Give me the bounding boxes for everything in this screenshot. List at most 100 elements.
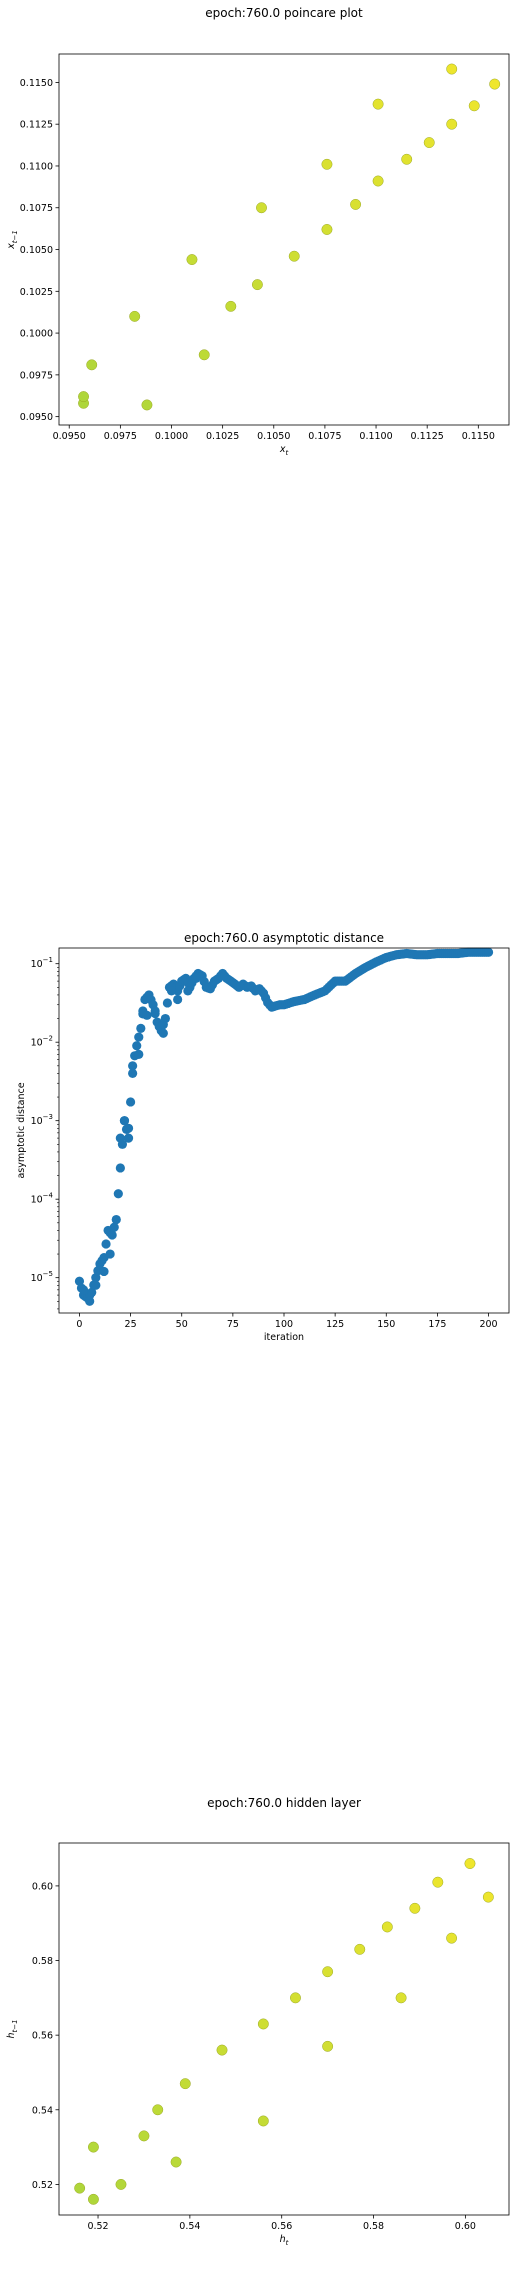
- asymptotic-distance-svg: epoch:760.0 asymptotic distance 0 25 50 75 10…: [16, 931, 510, 1343]
- data-point: [74, 2182, 86, 2194]
- y-tick-label: 0.54: [32, 2105, 53, 2116]
- data-point: [446, 118, 458, 130]
- y-tick-base: 10: [31, 1273, 43, 1284]
- y-tick-label: 0.1050: [20, 245, 53, 256]
- x-tick-label: 200: [479, 1319, 497, 1330]
- y-axis-label: xt−1: [6, 230, 19, 250]
- data-point: [87, 2193, 99, 2205]
- data-point: [87, 2141, 99, 2153]
- data-point: [423, 137, 435, 149]
- data-point: [99, 1266, 109, 1277]
- x-tick-label: 0.1150: [462, 431, 495, 442]
- plot-frame: [58, 53, 510, 426]
- y-tick-label: 0.0975: [20, 370, 53, 381]
- data-point: [321, 158, 333, 170]
- chart-title: epoch:760.0 hidden layer: [207, 1796, 361, 1810]
- y-axis-label-sub: t−1: [11, 2019, 19, 2032]
- x-tick-label: 0.54: [179, 2221, 200, 2232]
- y-tick-label: 10−5: [31, 1270, 53, 1284]
- x-tick-label: 0.1050: [257, 431, 290, 442]
- x-axis-label-sub: t: [285, 449, 288, 457]
- y-axis-label-main: x: [6, 243, 17, 250]
- x-axis-label-main: h: [280, 2234, 286, 2245]
- x-tick-label: 125: [326, 1319, 344, 1330]
- data-point: [483, 947, 494, 957]
- data-point: [123, 1133, 134, 1143]
- data-point: [322, 1966, 334, 1978]
- data-point: [107, 1230, 117, 1240]
- data-point: [136, 1023, 146, 1033]
- data-point: [482, 1891, 494, 1903]
- data-point: [138, 2130, 150, 2142]
- x-axis-label-sub: t: [286, 2239, 289, 2247]
- y-tick-label: 0.0950: [20, 412, 53, 423]
- x-tick-label: 175: [428, 1319, 446, 1330]
- data-point: [170, 2156, 182, 2168]
- data-point: [152, 2104, 164, 2116]
- data-point: [179, 2078, 191, 2090]
- y-tick-label: 0.1075: [20, 203, 53, 214]
- y-tick-label: 0.1025: [20, 287, 53, 298]
- x-tick-label: 150: [377, 1319, 395, 1330]
- data-point: [464, 1858, 476, 1869]
- chart-title: epoch:760.0 poincare plot: [205, 6, 363, 20]
- y-tick-label: 10−2: [31, 1035, 53, 1049]
- chart-title: epoch:760.0 asymptotic distance: [184, 931, 384, 945]
- data-point: [119, 1116, 130, 1126]
- y-tick-label: 0.58: [32, 1956, 53, 1967]
- y-tick-exponent: −4: [43, 1192, 54, 1200]
- data-point: [158, 1028, 168, 1038]
- y-tick-label: 10−1: [31, 956, 53, 970]
- data-point: [257, 2018, 269, 2030]
- y-tick-label: 0.60: [32, 1881, 53, 1892]
- y-tick-label: 0.52: [32, 2180, 53, 2191]
- data-point: [85, 1296, 95, 1306]
- data-point: [446, 1932, 458, 1944]
- data-point: [91, 1280, 101, 1290]
- data-point: [134, 1032, 144, 1042]
- y-tick-base: 10: [31, 1038, 43, 1049]
- y-tick-label: 0.1125: [20, 120, 53, 131]
- x-tick-label: 0.58: [363, 2221, 384, 2232]
- y-tick-base: 10: [31, 1116, 43, 1127]
- y-tick-exponent: −2: [43, 1035, 53, 1043]
- x-tick-label: 100: [275, 1319, 293, 1330]
- x-axis-label: iteration: [264, 1332, 304, 1343]
- data-point: [160, 1013, 170, 1024]
- y-tick-label: 0.1000: [20, 329, 53, 340]
- x-tick-label: 0.1125: [411, 431, 444, 442]
- data-point: [395, 1992, 407, 2004]
- y-tick-label: 0.1150: [20, 78, 53, 89]
- hidden-layer-chart: epoch:760.0 hidden layer 0.52 0.54 0.56 0.58…: [0, 1790, 518, 2269]
- data-point: [115, 1133, 125, 1143]
- data-point: [74, 1276, 85, 1286]
- data-point: [91, 1273, 101, 1283]
- data-point: [78, 391, 89, 403]
- data-point: [432, 1876, 444, 1888]
- x-tick-label: 0.1025: [206, 431, 239, 442]
- y-tick-label: 0.1100: [20, 161, 53, 172]
- data-point: [256, 202, 267, 214]
- data-point: [191, 973, 201, 983]
- x-tick-label: 0.0975: [104, 431, 137, 442]
- data-point: [86, 359, 98, 371]
- plot-frame: [58, 1842, 510, 2216]
- data-point: [409, 1902, 421, 1914]
- data-point: [87, 1287, 97, 1297]
- data-point: [162, 998, 173, 1008]
- data-point: [101, 1239, 111, 1249]
- x-tick-label: 0.0950: [53, 431, 86, 442]
- data-point: [401, 153, 413, 165]
- data-point: [150, 1006, 160, 1016]
- data-point: [128, 1068, 138, 1079]
- data-point: [354, 1943, 366, 1955]
- x-tick-label: 0.56: [271, 2221, 292, 2232]
- data-point: [173, 994, 183, 1005]
- x-tick-label: 0.52: [87, 2221, 108, 2232]
- y-axis-label: ht−1: [6, 2019, 19, 2038]
- data-point: [468, 100, 480, 112]
- data-point: [109, 1222, 119, 1232]
- x-tick-label: 0.1100: [359, 431, 392, 442]
- data-point: [372, 98, 384, 110]
- data-point: [216, 2044, 228, 2056]
